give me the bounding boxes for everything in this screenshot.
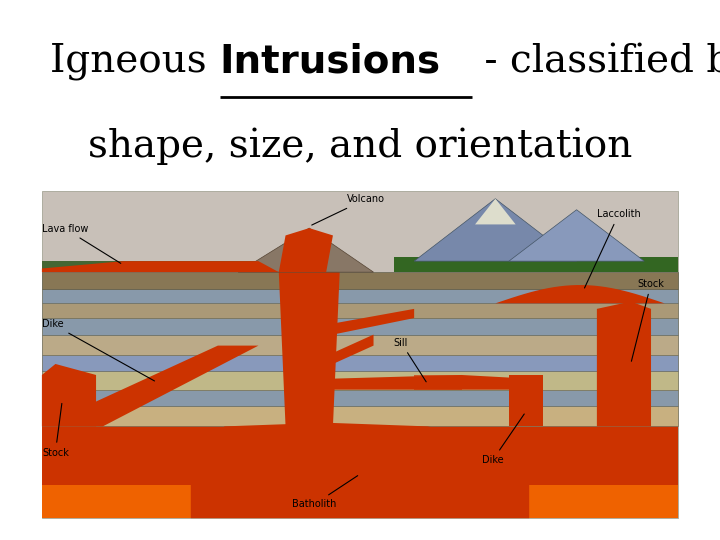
Polygon shape <box>509 375 543 427</box>
Polygon shape <box>597 301 651 427</box>
Polygon shape <box>42 303 678 318</box>
Polygon shape <box>42 364 96 427</box>
Polygon shape <box>509 210 644 261</box>
Text: Stock: Stock <box>42 403 69 458</box>
Polygon shape <box>42 485 678 518</box>
Polygon shape <box>42 355 678 372</box>
Polygon shape <box>42 289 678 303</box>
Text: Batholith: Batholith <box>292 476 358 509</box>
Text: Sill: Sill <box>394 338 426 382</box>
Polygon shape <box>42 390 678 406</box>
Polygon shape <box>42 272 678 289</box>
Text: Igneous: Igneous <box>50 43 220 80</box>
Polygon shape <box>286 335 374 364</box>
Polygon shape <box>42 318 678 335</box>
Text: Stock: Stock <box>631 279 665 361</box>
Text: shape, size, and orientation: shape, size, and orientation <box>88 127 632 165</box>
Polygon shape <box>42 335 678 355</box>
Text: Volcano: Volcano <box>312 194 384 225</box>
Polygon shape <box>279 272 340 427</box>
Text: Intrusions: Intrusions <box>220 43 441 80</box>
Text: Lava flow: Lava flow <box>42 224 121 264</box>
Text: - classified by: - classified by <box>472 43 720 80</box>
Polygon shape <box>42 406 678 427</box>
Polygon shape <box>191 423 529 518</box>
Polygon shape <box>495 285 665 303</box>
Polygon shape <box>414 375 462 390</box>
Polygon shape <box>42 191 678 518</box>
Polygon shape <box>238 228 374 272</box>
Polygon shape <box>42 261 326 272</box>
Polygon shape <box>42 346 258 427</box>
Polygon shape <box>286 309 414 335</box>
Polygon shape <box>279 228 333 272</box>
Text: Dike: Dike <box>42 319 155 381</box>
Text: Laccolith: Laccolith <box>585 209 641 288</box>
Polygon shape <box>42 427 678 518</box>
Polygon shape <box>333 375 529 390</box>
Polygon shape <box>394 258 678 272</box>
Polygon shape <box>475 199 516 225</box>
Text: Dike: Dike <box>482 414 524 465</box>
Polygon shape <box>42 261 279 272</box>
Polygon shape <box>42 372 678 390</box>
Polygon shape <box>414 199 577 261</box>
